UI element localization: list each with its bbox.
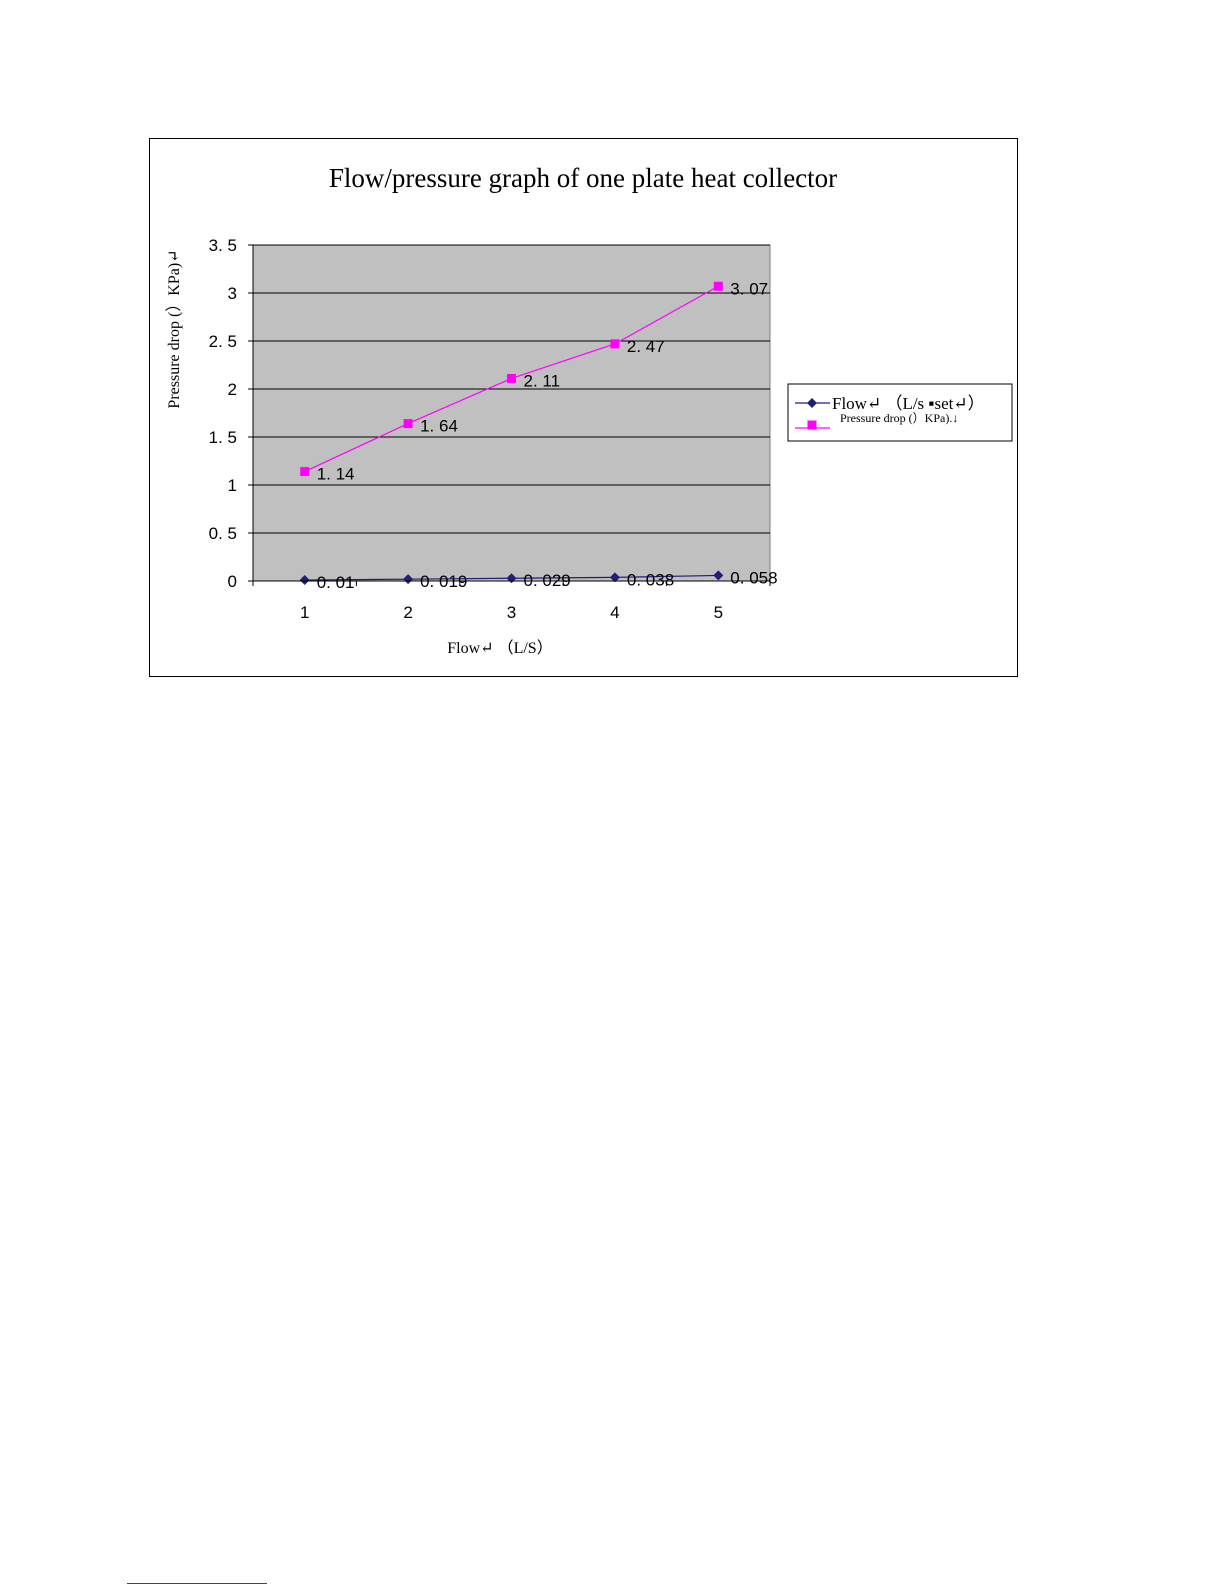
chart-title: Flow/pressure graph of one plate heat co… (329, 163, 837, 193)
y-tick-label: 1 (228, 476, 237, 495)
data-point (507, 373, 516, 383)
data-point (299, 575, 310, 586)
data-label: 0. 038 (627, 570, 674, 589)
data-point (713, 281, 723, 291)
data-label: 0. 058 (730, 568, 777, 587)
legend-box (787, 383, 1013, 442)
x-tick-label: 5 (714, 603, 723, 622)
data-point (609, 572, 620, 583)
legend-label: Pressure drop (）KPa).↓ (840, 411, 958, 425)
x-axis-label: Flow↵ （L/S） (447, 639, 552, 657)
footnote-rule (127, 1583, 267, 1584)
data-label: 1. 14 (317, 465, 355, 484)
chart-frame: Flow/pressure graph of one plate heat co… (149, 138, 1018, 677)
legend-label: Flow↵ （L/s ▪set↵） (832, 394, 985, 413)
y-tick-label: 1. 5 (209, 428, 237, 447)
data-point (300, 467, 310, 477)
x-tick-label: 1 (300, 603, 309, 622)
y-tick-label: 3 (228, 284, 237, 303)
data-label: 3. 07 (730, 279, 768, 298)
y-tick-label: 3. 5 (209, 236, 237, 255)
plot-background (252, 244, 771, 582)
data-point (403, 419, 413, 429)
data-point (610, 339, 620, 349)
y-tick-label: 2 (228, 380, 237, 399)
y-axis-label: Pressure drop (）KPa)↵ (165, 249, 183, 408)
legend-swatch-marker (807, 398, 817, 408)
x-tick-label: 2 (403, 603, 412, 622)
data-point (403, 574, 414, 585)
legend: Flow↵ （L/s ▪set↵）Pressure drop (）KPa).↓ (787, 383, 1013, 442)
data-label: 0. 019 (420, 572, 467, 591)
y-tick-label: 0. 5 (209, 524, 237, 543)
x-tick-label: 3 (507, 603, 516, 622)
y-tick-label: 2. 5 (209, 332, 237, 351)
plot-area (252, 244, 771, 582)
data-label: 1. 64 (420, 417, 458, 436)
chart-svg: Flow/pressure graph of one plate heat co… (165, 163, 1013, 657)
axes: 0 0. 5 1 1. 5 2 2. 5 3 3. 5 1 2 3 4 5 (209, 236, 771, 622)
legend-swatch-marker (807, 420, 817, 430)
data-label: 0. 01 (317, 573, 355, 592)
data-point (713, 570, 724, 581)
x-tick-label: 4 (610, 603, 619, 622)
y-tick-label: 0 (228, 572, 237, 591)
data-label: 2. 47 (627, 337, 665, 356)
data-label: 2. 11 (524, 371, 561, 390)
